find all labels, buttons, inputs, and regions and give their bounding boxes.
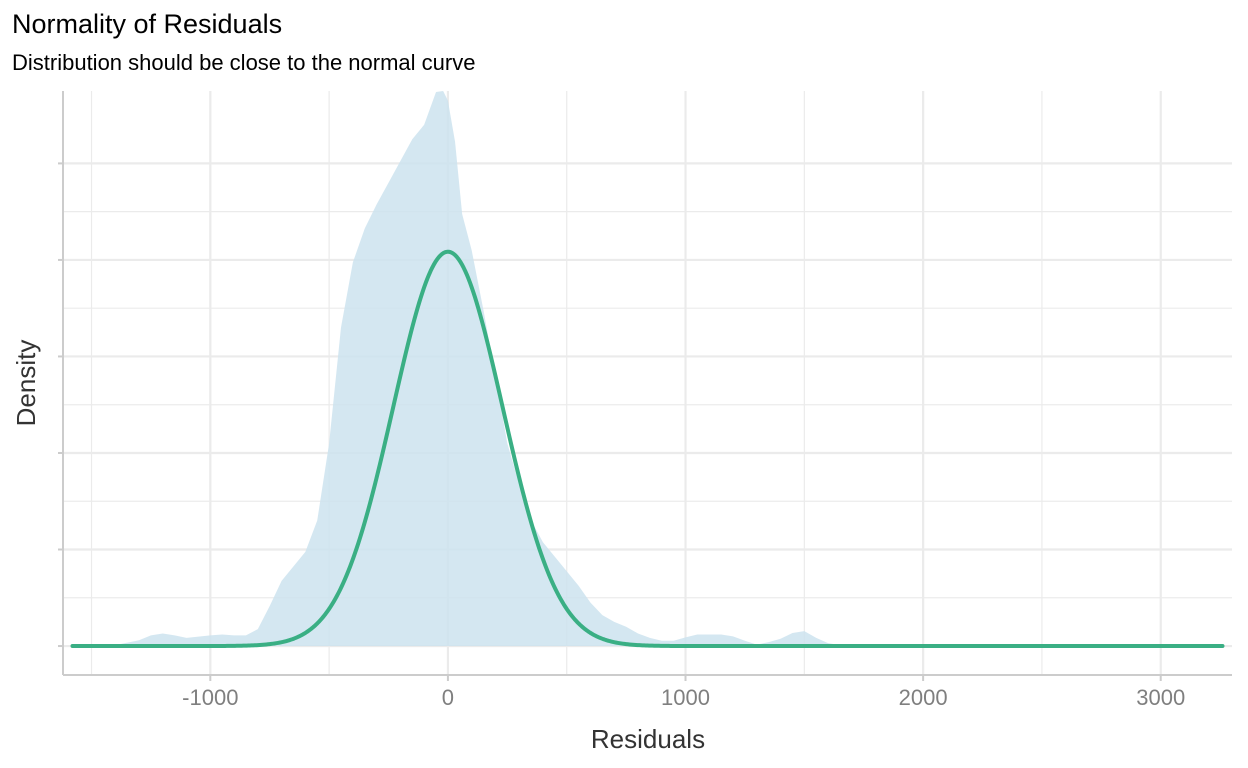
axes [62, 91, 1232, 676]
x-tick-label: -1000 [182, 685, 238, 710]
grid [63, 91, 1232, 675]
x-tick-label: 3000 [1136, 685, 1185, 710]
x-tick-label: 2000 [899, 685, 948, 710]
density-area [72, 91, 1223, 647]
normal-curve-line [70, 249, 1225, 649]
x-axis-title: Residuals [591, 724, 705, 754]
x-tick-label: 1000 [661, 685, 710, 710]
y-axis-title: Density [11, 340, 41, 427]
chart-subtitle: Distribution should be close to the norm… [12, 50, 475, 75]
x-tick-labels: -1000 0 1000 2000 3000 [58, 162, 1185, 710]
x-tick-label: 0 [442, 685, 454, 710]
chart-title: Normality of Residuals [12, 9, 282, 39]
